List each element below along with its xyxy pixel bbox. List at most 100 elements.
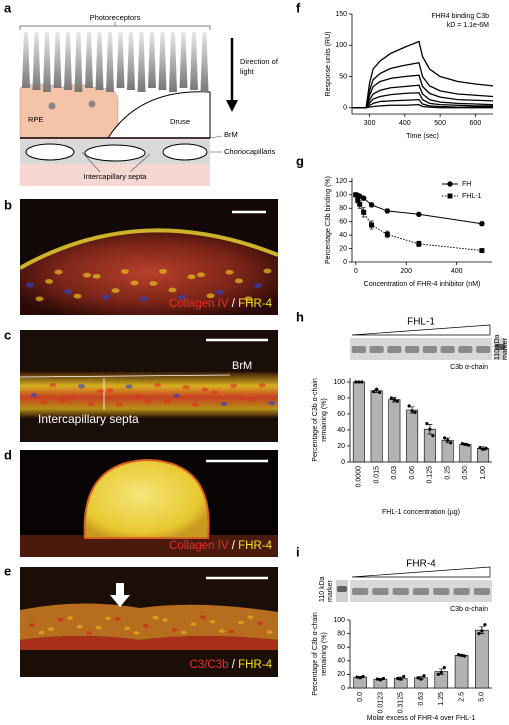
marker — [479, 248, 485, 254]
druse — [107, 91, 211, 139]
replicate-dot — [449, 441, 453, 445]
cell — [192, 402, 199, 407]
curve — [352, 92, 493, 109]
x-tick-label: 0.06 — [409, 466, 416, 480]
y-axis-label: Percentage of C3b α-chain — [312, 612, 319, 696]
x-tick-label: 600 — [470, 120, 482, 127]
replicate-dot — [407, 404, 411, 408]
cell — [178, 294, 186, 300]
photoreceptor — [116, 32, 125, 88]
caption-part: / — [229, 298, 239, 310]
caption-part: FHR-4 — [238, 298, 272, 310]
gel-band — [476, 346, 491, 353]
replicate-dot — [399, 677, 403, 681]
y-tick-label: 0 — [343, 105, 347, 112]
bar — [475, 629, 489, 689]
curve — [352, 62, 494, 109]
marker — [384, 231, 390, 237]
replicate-dot — [389, 396, 393, 400]
bracket — [19, 22, 211, 30]
cell — [86, 631, 92, 635]
y-tick-label: 40 — [337, 427, 345, 434]
y-tick-label: 100 — [335, 192, 347, 199]
cell — [73, 293, 82, 299]
cell — [220, 401, 228, 407]
photoreceptor — [200, 32, 209, 92]
x-tick-label: 0 — [354, 268, 358, 275]
chart-subtitle: kD = 1.1e-6M — [447, 22, 489, 29]
replicate-dot — [443, 436, 447, 440]
cell — [197, 272, 205, 278]
photoreceptor — [64, 32, 72, 90]
gel-band — [473, 588, 490, 595]
photoreceptor — [137, 32, 146, 92]
cell — [133, 631, 140, 635]
photoreceptor — [85, 32, 93, 88]
y-axis-label: Percentage C3b binding (%) — [325, 176, 332, 264]
gel-band — [440, 346, 455, 353]
photoreceptor — [179, 32, 188, 88]
x-tick-label: 0.015 — [373, 466, 380, 484]
cell — [105, 616, 111, 621]
diagram: a Photoreceptors Direction of light RPE … — [4, 0, 279, 186]
band-label: C3b α-chain — [450, 606, 488, 613]
replicate-dot — [416, 676, 420, 680]
micrograph-b — [19, 199, 279, 315]
annotation: BrM — [232, 360, 252, 372]
replicate-dot — [375, 387, 379, 391]
caption-part: / — [229, 540, 239, 552]
marker — [369, 222, 375, 228]
caption-part: Collagen IV — [169, 540, 229, 552]
x-tick-label: 0.125 — [427, 466, 434, 484]
x-tick-label: 400 — [451, 268, 463, 275]
cell — [76, 624, 83, 629]
x-tick-label: 1.00 — [480, 466, 487, 480]
bar — [388, 399, 401, 463]
replicate-dot — [480, 629, 484, 633]
panel-label: h — [296, 309, 304, 324]
cell — [163, 399, 171, 405]
x-axis-label: Concentration of FHR-4 inhibitor (nM) — [364, 281, 481, 288]
gel-band — [351, 346, 366, 353]
curve — [352, 74, 494, 109]
gel-band — [387, 346, 402, 353]
cell — [135, 394, 142, 399]
cell — [26, 282, 34, 288]
caption-part: C3/C3b — [190, 659, 229, 671]
replicate-dot — [466, 443, 470, 447]
y-tick-label: 120 — [335, 178, 347, 185]
cell — [116, 402, 123, 407]
cell — [92, 273, 101, 279]
gel-label: FHR-4 — [406, 559, 436, 570]
nucleus — [88, 100, 96, 108]
legend-label: FHL-1 — [462, 193, 482, 200]
curve — [352, 84, 494, 109]
replicate-dot — [431, 434, 435, 438]
marker — [361, 209, 367, 215]
y-tick-label: 80 — [339, 205, 347, 212]
x-tick-label: 0.0 — [357, 692, 364, 702]
caption-part: FHR-4 — [238, 540, 272, 552]
cell — [83, 272, 91, 278]
cell — [143, 624, 149, 628]
replicate-dot — [456, 653, 461, 657]
photoreceptor — [127, 32, 135, 90]
cell — [244, 296, 253, 302]
gel-band — [392, 588, 409, 595]
caption: Collagen IV / FHR-4 — [169, 298, 273, 310]
cell — [68, 395, 76, 400]
cell — [228, 629, 235, 634]
y-tick-label: 100 — [333, 617, 345, 624]
y-tick-label: 150 — [335, 11, 347, 18]
photoreceptor — [32, 32, 41, 90]
cell — [38, 630, 45, 635]
y-tick-label: 0 — [341, 459, 345, 466]
cell — [114, 617, 121, 621]
leader — [81, 151, 151, 173]
tissue-edge — [19, 228, 279, 270]
y-tick-label: 80 — [337, 630, 345, 637]
cell — [216, 290, 224, 295]
photoreceptor — [95, 32, 104, 90]
cell — [64, 289, 72, 295]
replicate-dot — [436, 672, 440, 677]
